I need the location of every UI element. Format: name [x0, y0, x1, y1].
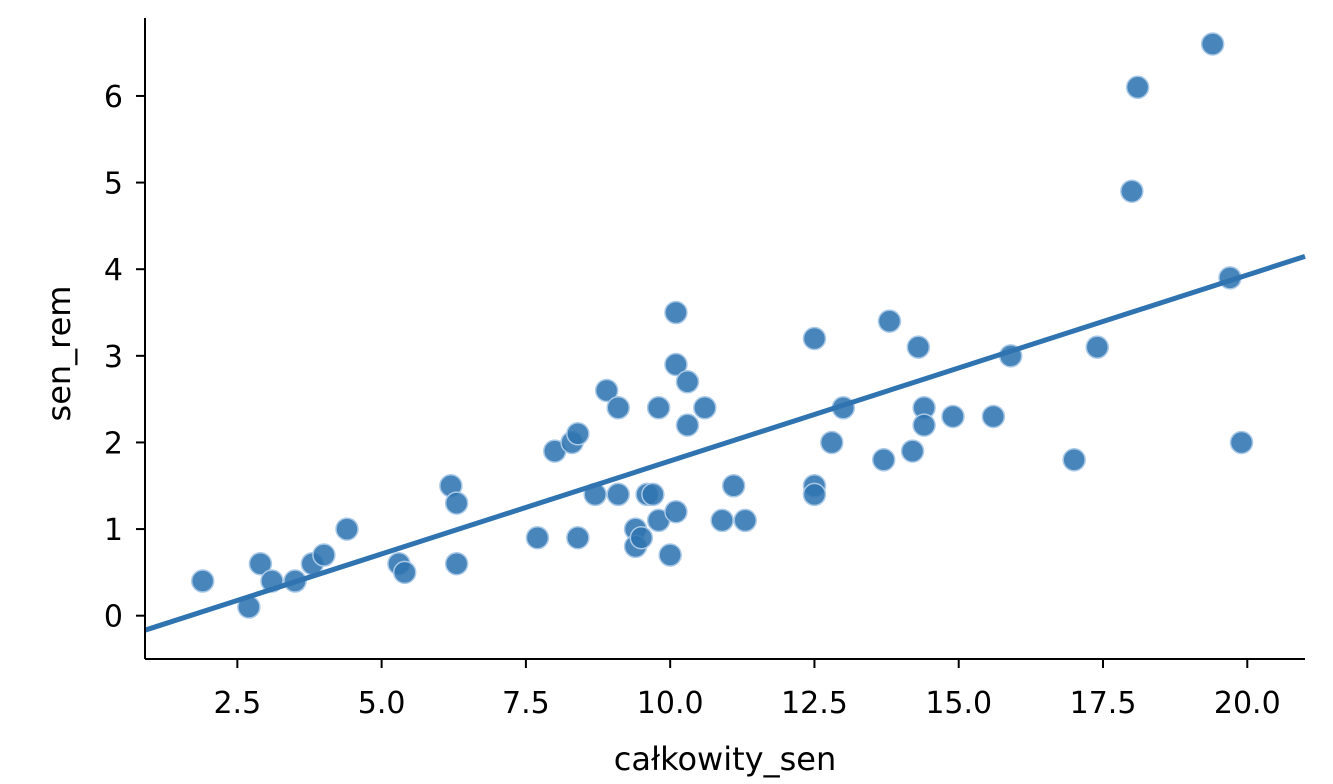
data-point: [664, 499, 688, 524]
x-tick-label: 15.0: [925, 686, 992, 721]
data-point: [900, 439, 925, 463]
data-point: [820, 430, 844, 455]
data-point: [906, 335, 931, 359]
data-point: [444, 491, 469, 515]
data-point: [641, 482, 665, 507]
data-point: [646, 396, 671, 420]
data-point: [802, 326, 827, 351]
data-point: [566, 525, 590, 550]
data-point: [1229, 430, 1254, 455]
x-tick-label: 12.5: [781, 686, 848, 721]
data-point: [710, 508, 734, 533]
regression-line: [144, 253, 1306, 633]
data-point: [981, 404, 1006, 429]
x-tick-label: 2.5: [213, 686, 261, 721]
data-point: [190, 569, 215, 593]
data-point: [248, 551, 273, 576]
data-point: [871, 448, 896, 472]
data-point: [675, 413, 700, 437]
data-point: [733, 508, 757, 533]
x-tick-label: 7.5: [502, 686, 550, 721]
y-axis-label: sen_rem: [40, 286, 78, 422]
x-tick-label: 17.5: [1070, 686, 1137, 721]
x-axis-label: całkowity_sen: [614, 740, 836, 778]
data-point: [566, 422, 590, 446]
data-point: [693, 396, 717, 420]
data-point: [658, 543, 682, 567]
data-point: [444, 551, 469, 576]
data-points: [190, 32, 1254, 619]
y-tick-label: 2: [104, 426, 123, 461]
y-tick-label: 5: [104, 167, 123, 202]
data-point: [1085, 335, 1109, 359]
data-point: [664, 300, 688, 325]
y-axis-ticks: 0 1 2 3 4 5 6: [104, 80, 145, 635]
data-point: [1120, 179, 1144, 203]
data-point: [1125, 75, 1150, 100]
data-point: [1200, 32, 1225, 56]
data-point: [877, 309, 902, 333]
y-tick-label: 4: [104, 253, 123, 288]
x-tick-label: 5.0: [358, 686, 406, 721]
data-point: [675, 370, 700, 394]
data-point: [335, 517, 359, 541]
data-point: [941, 404, 965, 429]
data-point: [312, 543, 336, 567]
data-point: [664, 352, 688, 377]
data-point: [629, 525, 654, 550]
data-point: [802, 482, 827, 507]
y-tick-label: 1: [104, 513, 123, 548]
y-tick-label: 0: [104, 600, 123, 635]
data-point: [721, 474, 746, 498]
data-point: [606, 396, 630, 420]
data-point: [525, 525, 550, 550]
y-tick-label: 3: [104, 340, 123, 375]
x-axis-ticks: 2.5 5.0 7.5 10.0 12.5 15.0 17.5 20.0: [213, 659, 1281, 721]
x-tick-label: 10.0: [637, 686, 704, 721]
y-tick-label: 6: [104, 80, 123, 115]
data-point: [1062, 448, 1086, 472]
x-tick-label: 20.0: [1214, 686, 1281, 721]
data-point: [594, 378, 619, 403]
data-point: [606, 482, 630, 507]
data-point: [912, 413, 936, 437]
data-point: [392, 560, 417, 585]
